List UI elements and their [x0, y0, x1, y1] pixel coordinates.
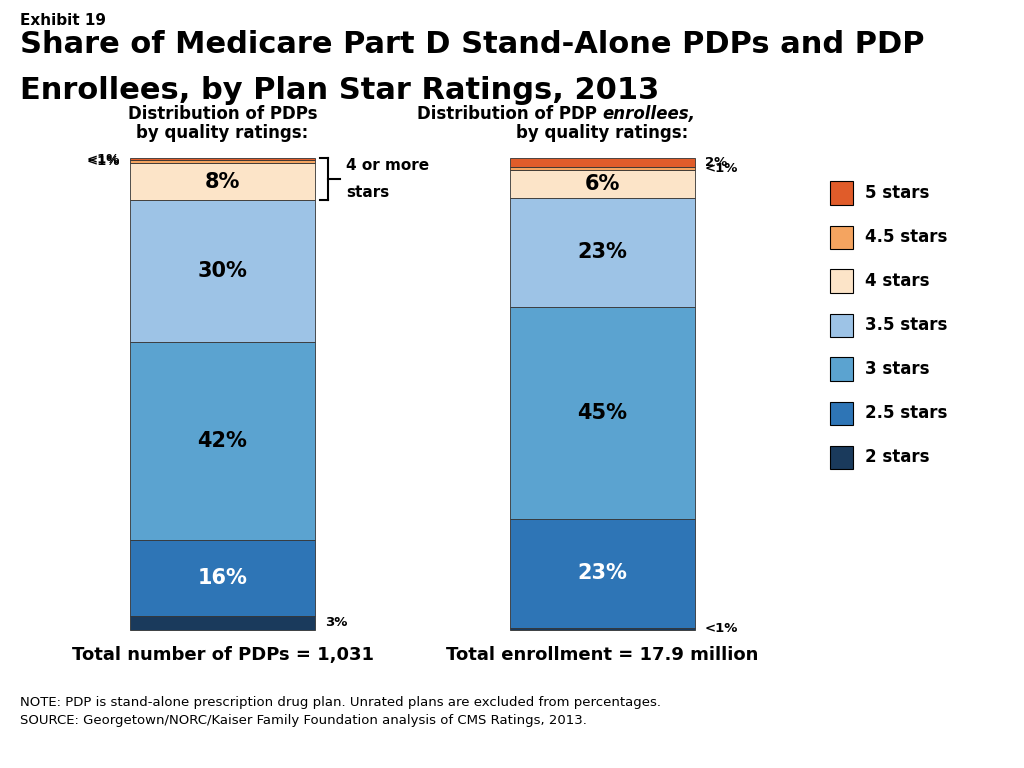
Text: by quality ratings:: by quality ratings: [136, 124, 308, 142]
Bar [130, 616, 315, 630]
Text: Distribution of PDP: Distribution of PDP [417, 105, 602, 123]
Bar [510, 158, 695, 167]
Text: Share of Medicare Part D Stand-Alone PDPs and PDP: Share of Medicare Part D Stand-Alone PDP… [20, 30, 925, 59]
Text: 23%: 23% [578, 564, 628, 584]
Text: <1%: <1% [705, 622, 738, 635]
Text: Distribution of PDPs: Distribution of PDPs [128, 105, 317, 123]
Text: enrollees,: enrollees, [602, 105, 695, 123]
Bar [830, 402, 853, 425]
Text: 42%: 42% [198, 431, 248, 452]
Bar [830, 181, 853, 204]
Text: 4 stars: 4 stars [865, 272, 930, 290]
Text: 5 stars: 5 stars [865, 184, 930, 202]
Text: Total number of PDPs = 1,031: Total number of PDPs = 1,031 [72, 646, 374, 664]
Text: 2 stars: 2 stars [865, 448, 930, 466]
Bar [510, 627, 695, 630]
Text: 3 stars: 3 stars [865, 360, 930, 378]
Text: 45%: 45% [578, 403, 628, 423]
Bar [510, 170, 695, 198]
Bar [830, 445, 853, 468]
Text: <1%: <1% [87, 153, 120, 166]
Text: 2%: 2% [705, 156, 727, 169]
Bar [510, 306, 695, 519]
Text: <1%: <1% [87, 155, 120, 168]
Text: 16%: 16% [198, 568, 248, 588]
Bar [130, 161, 315, 163]
Text: NOTE: PDP is stand-alone prescription drug plan. Unrated plans are excluded from: NOTE: PDP is stand-alone prescription dr… [20, 696, 662, 709]
Bar [830, 357, 853, 380]
Text: by quality ratings:: by quality ratings: [516, 124, 688, 142]
Bar [130, 541, 315, 616]
Text: SOURCE: Georgetown/NORC/Kaiser Family Foundation analysis of CMS Ratings, 2013.: SOURCE: Georgetown/NORC/Kaiser Family Fo… [20, 714, 587, 727]
Bar [830, 313, 853, 336]
Text: 23%: 23% [578, 243, 628, 263]
Bar [510, 198, 695, 306]
Bar [510, 519, 695, 627]
Bar [130, 200, 315, 342]
Text: 8%: 8% [205, 171, 241, 191]
Text: 30%: 30% [198, 261, 248, 281]
Text: stars: stars [346, 185, 389, 200]
Text: 4.5 stars: 4.5 stars [865, 228, 947, 246]
Text: <1%: <1% [705, 162, 738, 175]
Bar [130, 163, 315, 200]
Bar [510, 167, 695, 170]
Text: 3.5 stars: 3.5 stars [865, 316, 947, 334]
Text: 6%: 6% [585, 174, 621, 194]
Text: THE HENRY J.: THE HENRY J. [932, 687, 978, 692]
Text: 2.5 stars: 2.5 stars [865, 404, 947, 422]
Text: KAISER: KAISER [930, 701, 980, 714]
Bar [130, 158, 315, 161]
Bar [130, 342, 315, 541]
Bar [830, 270, 853, 293]
Text: Enrollees, by Plan Star Ratings, 2013: Enrollees, by Plan Star Ratings, 2013 [20, 76, 659, 105]
Text: FAMILY: FAMILY [931, 717, 979, 730]
Bar [830, 226, 853, 249]
Text: 3%: 3% [325, 617, 347, 630]
Text: Total enrollment = 17.9 million: Total enrollment = 17.9 million [446, 646, 759, 664]
Text: FOUNDATION: FOUNDATION [929, 737, 981, 743]
Text: 4 or more: 4 or more [346, 158, 429, 174]
Text: Exhibit 19: Exhibit 19 [20, 13, 106, 28]
